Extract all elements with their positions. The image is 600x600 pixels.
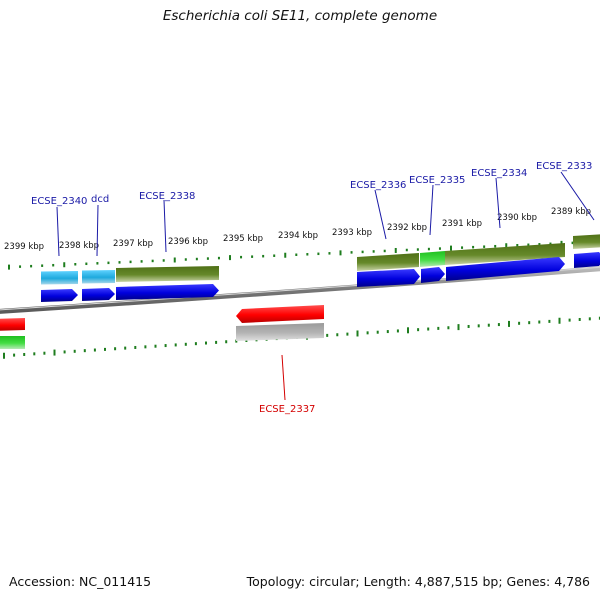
scale-label: 2397 kbp [113,239,153,249]
gene-label-forward: ECSE_2333 [536,161,592,172]
gene-ecse-2336 [357,253,419,271]
scale-label: 2391 kbp [442,219,482,229]
gene-label-forward: ECSE_2334 [471,168,527,179]
leader-line-reverse [281,354,286,401]
scale-label: 2396 kbp [168,237,208,247]
gene-label-forward: dcd [91,194,109,205]
scale-label: 2395 kbp [223,234,263,244]
cds-ecse-2333 [574,252,600,268]
map-title: Escherichia coli SE11, complete genome [162,8,438,24]
cds-dcd [82,288,115,301]
gene-ecse-2333 [573,234,600,249]
cds-ecse-2338 [116,284,219,300]
gene-label-reverse: ECSE_2337 [259,404,315,415]
gene-ecse-2338 [116,266,219,282]
gene-ecse-2340 [41,271,78,285]
gene-labels: ECSE_2340 dcd ECSE_2338 ECSE_2336 ECSE_2335 E… [31,161,592,415]
gene-left-partial [0,336,25,349]
gene-ecse-2335 [420,251,445,267]
gene-label-forward: ECSE_2335 [409,175,465,186]
gene-dcd [82,270,115,284]
cds-ecse-2334 [446,257,565,281]
scale-label: 2394 kbp [278,231,318,241]
gene-ecse-2337 [236,323,324,341]
gene-ecse-2334 [445,243,565,265]
gene-features [0,234,600,349]
scale-label: 2390 kbp [497,213,537,223]
cds-ecse-2335 [421,267,445,283]
genome-summary-label: Topology: circular; Length: 4,887,515 bp… [246,574,590,589]
scale-label: 2399 kbp [4,242,44,252]
leader-line [96,204,99,257]
label-leaders [56,171,595,401]
leader-line [560,171,595,221]
backbone-arc [0,266,600,314]
gene-label-forward: ECSE_2336 [350,180,406,191]
cds-ecse-2340 [41,289,78,302]
cds-ecse-2337 [236,305,324,323]
cds-ecse-2336 [357,269,420,287]
scale-label: 2398 kbp [59,241,99,251]
cds-left-partial [0,318,25,331]
leader-line [495,177,501,229]
scale-label: 2392 kbp [387,223,427,233]
leader-line [429,184,434,236]
gene-label-forward: ECSE_2338 [139,191,195,202]
gene-label-forward: ECSE_2340 [31,196,87,207]
leader-line [56,206,60,257]
leader-line [374,189,387,240]
scale-label: 2389 kbp [551,207,591,217]
accession-label: Accession: NC_011415 [9,574,152,589]
leader-line [163,199,167,253]
scale-label: 2393 kbp [332,228,372,238]
scale-labels: 2399 kbp 2398 kbp 2397 kbp 2396 kbp 2395 kbp… [4,207,591,252]
